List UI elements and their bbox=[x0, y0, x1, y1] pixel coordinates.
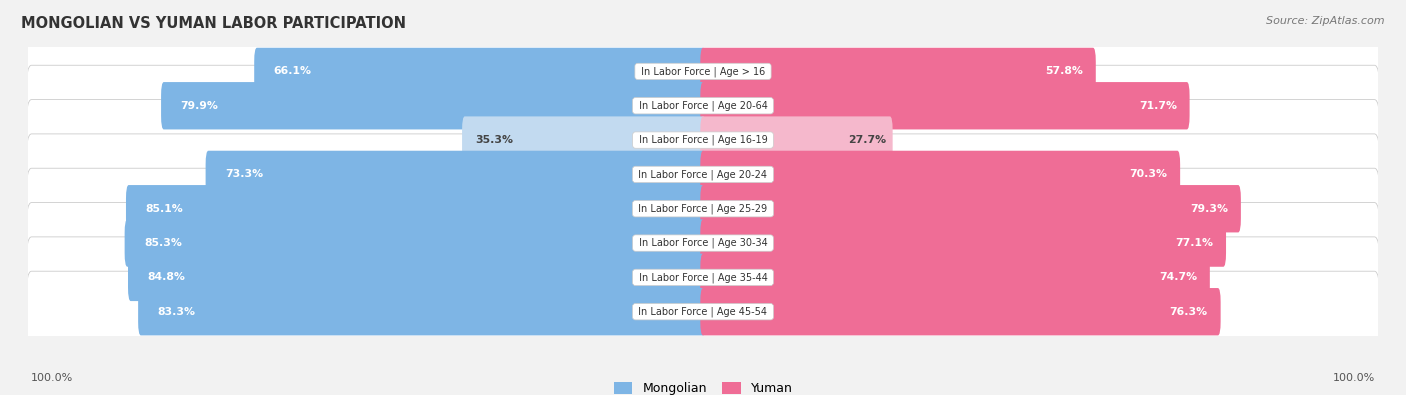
FancyBboxPatch shape bbox=[700, 219, 1226, 267]
FancyBboxPatch shape bbox=[254, 48, 706, 95]
FancyBboxPatch shape bbox=[128, 254, 706, 301]
FancyBboxPatch shape bbox=[27, 237, 1379, 318]
FancyBboxPatch shape bbox=[127, 185, 706, 232]
FancyBboxPatch shape bbox=[27, 271, 1379, 352]
FancyBboxPatch shape bbox=[700, 117, 893, 164]
FancyBboxPatch shape bbox=[700, 185, 1241, 232]
Text: 100.0%: 100.0% bbox=[1333, 373, 1375, 383]
Legend: Mongolian, Yuman: Mongolian, Yuman bbox=[607, 376, 799, 395]
Text: 27.7%: 27.7% bbox=[848, 135, 887, 145]
FancyBboxPatch shape bbox=[138, 288, 706, 335]
Text: In Labor Force | Age 16-19: In Labor Force | Age 16-19 bbox=[636, 135, 770, 145]
Text: 76.3%: 76.3% bbox=[1170, 307, 1208, 317]
FancyBboxPatch shape bbox=[125, 219, 706, 267]
FancyBboxPatch shape bbox=[700, 151, 1180, 198]
Text: In Labor Force | Age 20-24: In Labor Force | Age 20-24 bbox=[636, 169, 770, 180]
Text: 70.3%: 70.3% bbox=[1129, 169, 1167, 179]
FancyBboxPatch shape bbox=[700, 254, 1209, 301]
Text: 100.0%: 100.0% bbox=[31, 373, 73, 383]
Text: 74.7%: 74.7% bbox=[1159, 273, 1197, 282]
FancyBboxPatch shape bbox=[700, 288, 1220, 335]
Text: Source: ZipAtlas.com: Source: ZipAtlas.com bbox=[1267, 16, 1385, 26]
FancyBboxPatch shape bbox=[27, 134, 1379, 215]
Text: 57.8%: 57.8% bbox=[1045, 66, 1083, 76]
FancyBboxPatch shape bbox=[205, 151, 706, 198]
Text: In Labor Force | Age 20-64: In Labor Force | Age 20-64 bbox=[636, 100, 770, 111]
Text: 85.3%: 85.3% bbox=[145, 238, 181, 248]
Text: 83.3%: 83.3% bbox=[157, 307, 195, 317]
Text: 77.1%: 77.1% bbox=[1175, 238, 1213, 248]
FancyBboxPatch shape bbox=[700, 48, 1095, 95]
Text: In Labor Force | Age > 16: In Labor Force | Age > 16 bbox=[638, 66, 768, 77]
FancyBboxPatch shape bbox=[27, 203, 1379, 284]
FancyBboxPatch shape bbox=[27, 65, 1379, 146]
FancyBboxPatch shape bbox=[700, 82, 1189, 130]
FancyBboxPatch shape bbox=[463, 117, 706, 164]
Text: 79.9%: 79.9% bbox=[180, 101, 218, 111]
Text: In Labor Force | Age 25-29: In Labor Force | Age 25-29 bbox=[636, 203, 770, 214]
Text: 85.1%: 85.1% bbox=[146, 204, 183, 214]
FancyBboxPatch shape bbox=[27, 100, 1379, 181]
Text: In Labor Force | Age 30-34: In Labor Force | Age 30-34 bbox=[636, 238, 770, 248]
FancyBboxPatch shape bbox=[27, 168, 1379, 249]
Text: 66.1%: 66.1% bbox=[274, 66, 312, 76]
Text: 73.3%: 73.3% bbox=[225, 169, 263, 179]
Text: 71.7%: 71.7% bbox=[1139, 101, 1177, 111]
Text: In Labor Force | Age 45-54: In Labor Force | Age 45-54 bbox=[636, 307, 770, 317]
FancyBboxPatch shape bbox=[27, 31, 1379, 112]
Text: In Labor Force | Age 35-44: In Labor Force | Age 35-44 bbox=[636, 272, 770, 283]
Text: 79.3%: 79.3% bbox=[1189, 204, 1227, 214]
Text: MONGOLIAN VS YUMAN LABOR PARTICIPATION: MONGOLIAN VS YUMAN LABOR PARTICIPATION bbox=[21, 16, 406, 31]
Text: 84.8%: 84.8% bbox=[148, 273, 186, 282]
Text: 35.3%: 35.3% bbox=[475, 135, 513, 145]
FancyBboxPatch shape bbox=[162, 82, 706, 130]
